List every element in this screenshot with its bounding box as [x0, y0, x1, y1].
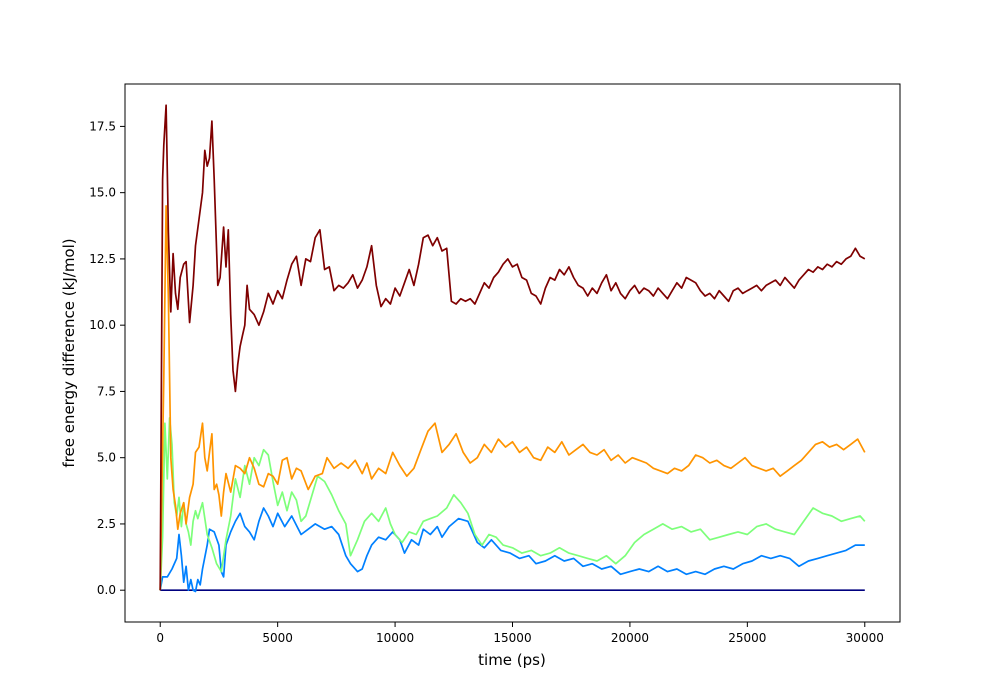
y-axis-label: free energy difference (kJ/mol)	[60, 238, 78, 467]
y-axis: 0.0 2.5 5.0 7.5 10.0 12.5 15.0 17.5	[89, 119, 125, 597]
x-axis-label: time (ps)	[478, 651, 546, 669]
x-tick-label: 30000	[846, 631, 884, 645]
y-tick-label: 15.0	[89, 186, 116, 200]
series-line-3	[159, 205, 866, 591]
x-tick-label: 25000	[728, 631, 766, 645]
y-tick-label: 2.5	[97, 517, 116, 531]
x-tick-label: 20000	[611, 631, 649, 645]
x-tick-label: 0	[156, 631, 164, 645]
x-tick-label: 5000	[262, 631, 293, 645]
series-line-4	[159, 104, 866, 591]
y-tick-label: 12.5	[89, 252, 116, 266]
series-line-2	[159, 417, 866, 591]
y-tick-label: 0.0	[97, 583, 116, 597]
series-line-1	[159, 507, 865, 593]
x-tick-label: 15000	[493, 631, 531, 645]
x-axis: 0 5000 10000 15000 20000 25000 30000	[156, 622, 884, 645]
y-tick-label: 5.0	[97, 451, 116, 465]
y-tick-label: 17.5	[89, 119, 116, 133]
y-tick-label: 7.5	[97, 384, 116, 398]
plot-series	[159, 104, 866, 593]
x-tick-label: 10000	[376, 631, 414, 645]
y-tick-label: 10.0	[89, 318, 116, 332]
